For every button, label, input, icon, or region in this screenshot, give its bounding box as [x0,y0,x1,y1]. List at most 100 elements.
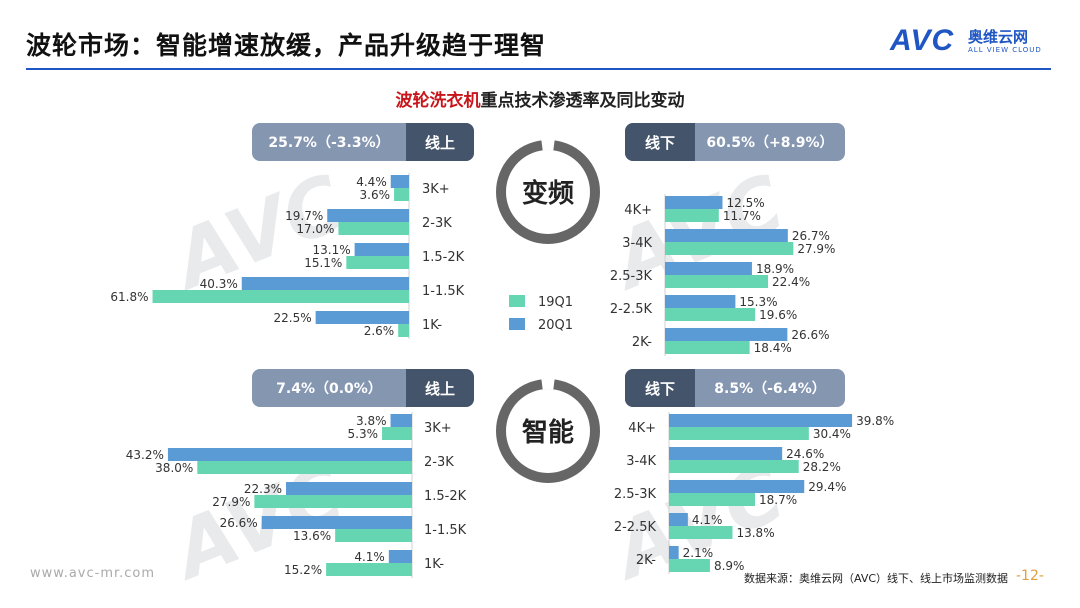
category-label-1-1: 3K+ [422,182,450,197]
bar-4-19q1-4 [669,526,733,539]
data-label-3-19q1-4: 13.6% [293,529,331,543]
bar-1-19q1-1 [394,188,409,201]
bar-2-19q1-1 [665,209,719,222]
data-label-4-19q1-5: 8.9% [714,559,745,573]
data-label-3-20q1-3: 22.3% [244,482,282,496]
bar-2-20q1-2 [665,229,788,242]
channel-pill-1 [406,123,474,161]
category-label-4-1: 4K+ [628,421,656,436]
bar-1-20q1-2 [327,209,409,222]
data-label-3-19q1-3: 27.9% [212,495,250,509]
bar-3-20q1-2 [167,448,412,461]
data-label-1-19q1-5: 2.6% [364,324,395,338]
data-label-4-20q1-5: 2.1% [683,546,714,560]
category-label-2-3: 2.5-3K [610,269,653,284]
data-label-4-20q1-3: 29.4% [808,480,846,494]
data-label-3-19q1-1: 5.3% [348,427,379,441]
bar-3-20q1-4 [261,516,412,529]
category-label-4-2: 3-4K [626,454,656,469]
data-label-2-20q1-1: 12.5% [727,196,765,210]
category-label-2-4: 2-2.5K [610,302,653,317]
bar-1-20q1-5 [315,311,409,324]
bar-4-20q1-5 [669,546,679,559]
bar-1-19q1-3 [346,256,409,269]
data-label-3-20q1-5: 4.1% [354,550,385,564]
bar-2-19q1-5 [665,341,750,354]
category-label-3-2: 2-3K [424,455,454,470]
category-label-2-5: 2K- [632,335,652,350]
tech-label-1: 变频 [522,178,574,209]
channel-pill-join-1 [406,123,420,161]
data-label-2-20q1-3: 18.9% [756,262,794,276]
data-label-1-19q1-1: 3.6% [360,188,391,202]
data-label-2-20q1-5: 26.6% [791,328,829,342]
bar-3-20q1-3 [286,482,412,495]
bar-2-19q1-3 [665,275,769,288]
legend-swatch-19Q1 [509,295,525,307]
summary-value-4: 8.5%（-6.4%） [714,381,825,397]
bar-1-20q1-4 [241,277,409,290]
logo-cn-name: 奥维云网 [968,28,1029,46]
data-label-4-20q1-4: 4.1% [692,513,723,527]
legend-label-20Q1: 20Q1 [538,318,573,333]
data-label-2-19q1-5: 18.4% [754,341,792,355]
data-label-4-19q1-4: 13.8% [736,526,774,540]
channel-pill-join-2 [681,123,695,161]
data-label-3-20q1-2: 43.2% [126,448,164,462]
bar-2-20q1-1 [665,196,723,209]
bar-4-19q1-3 [669,493,756,506]
bar-4-19q1-1 [669,427,809,440]
data-label-3-20q1-1: 3.8% [356,414,387,428]
category-label-1-2: 2-3K [422,216,452,231]
channel-pill-3 [406,369,474,407]
bar-4-20q1-3 [669,480,805,493]
channel-label-2: 线下 [645,134,675,152]
summary-value-3: 7.4%（0.0%） [276,381,382,397]
category-label-4-3: 2.5-3K [614,487,657,502]
bar-1-19q1-4 [152,290,409,303]
data-label-3-19q1-5: 15.2% [284,563,322,577]
bar-1-20q1-3 [354,243,409,256]
page-title: 波轮市场：智能增速放缓，产品升级趋于理智 [26,31,547,60]
data-label-2-19q1-2: 27.9% [797,242,835,256]
footer-url: www.avc-mr.com [30,566,156,581]
subtitle-highlight: 波轮洗衣机 [395,91,481,111]
data-label-4-20q1-1: 39.8% [856,414,894,428]
bar-4-19q1-2 [669,460,799,473]
channel-pill-join-4 [681,369,695,407]
data-label-4-19q1-2: 28.2% [803,460,841,474]
bar-1-19q1-2 [338,222,409,235]
subtitle-rest: 重点技术渗透率及同比变动 [480,91,685,111]
legend-swatch-20Q1 [509,318,525,330]
bar-2-20q1-5 [665,328,788,341]
data-label-1-19q1-2: 17.0% [296,222,334,236]
bar-3-20q1-1 [390,414,412,427]
data-label-2-19q1-1: 11.7% [723,209,761,223]
avc-logo: AVC 奥维云网 ALL VIEW CLOUD [890,24,1060,60]
channel-pill-2 [625,123,695,161]
channel-label-4: 线下 [645,380,675,398]
bar-2-20q1-4 [665,295,736,308]
bar-1-19q1-5 [398,324,409,337]
data-label-2-19q1-3: 22.4% [772,275,810,289]
data-label-1-20q1-1: 4.4% [356,175,387,189]
data-label-3-19q1-2: 38.0% [155,461,193,475]
bar-3-19q1-3 [254,495,412,508]
data-label-1-20q1-3: 13.1% [313,243,351,257]
data-label-4-19q1-1: 30.4% [813,427,851,441]
bar-2-19q1-4 [665,308,756,321]
bar-3-20q1-5 [388,550,412,563]
bar-2-19q1-2 [665,242,794,255]
data-label-1-19q1-3: 15.1% [304,256,342,270]
data-label-1-20q1-2: 19.7% [285,209,323,223]
footer-source: 数据来源：奥维云网（AVC）线下、线上市场监测数据 [744,572,1009,585]
summary-value-1: 25.7%（-3.3%） [268,135,389,151]
bar-4-19q1-5 [669,559,710,572]
category-label-1-5: 1K- [422,318,442,333]
category-label-3-1: 3K+ [424,421,452,436]
data-label-3-20q1-4: 26.6% [220,516,258,530]
data-label-4-20q1-2: 24.6% [786,447,824,461]
data-label-1-20q1-5: 22.5% [274,311,312,325]
data-label-1-20q1-4: 40.3% [200,277,238,291]
channel-label-1: 线上 [425,134,455,152]
